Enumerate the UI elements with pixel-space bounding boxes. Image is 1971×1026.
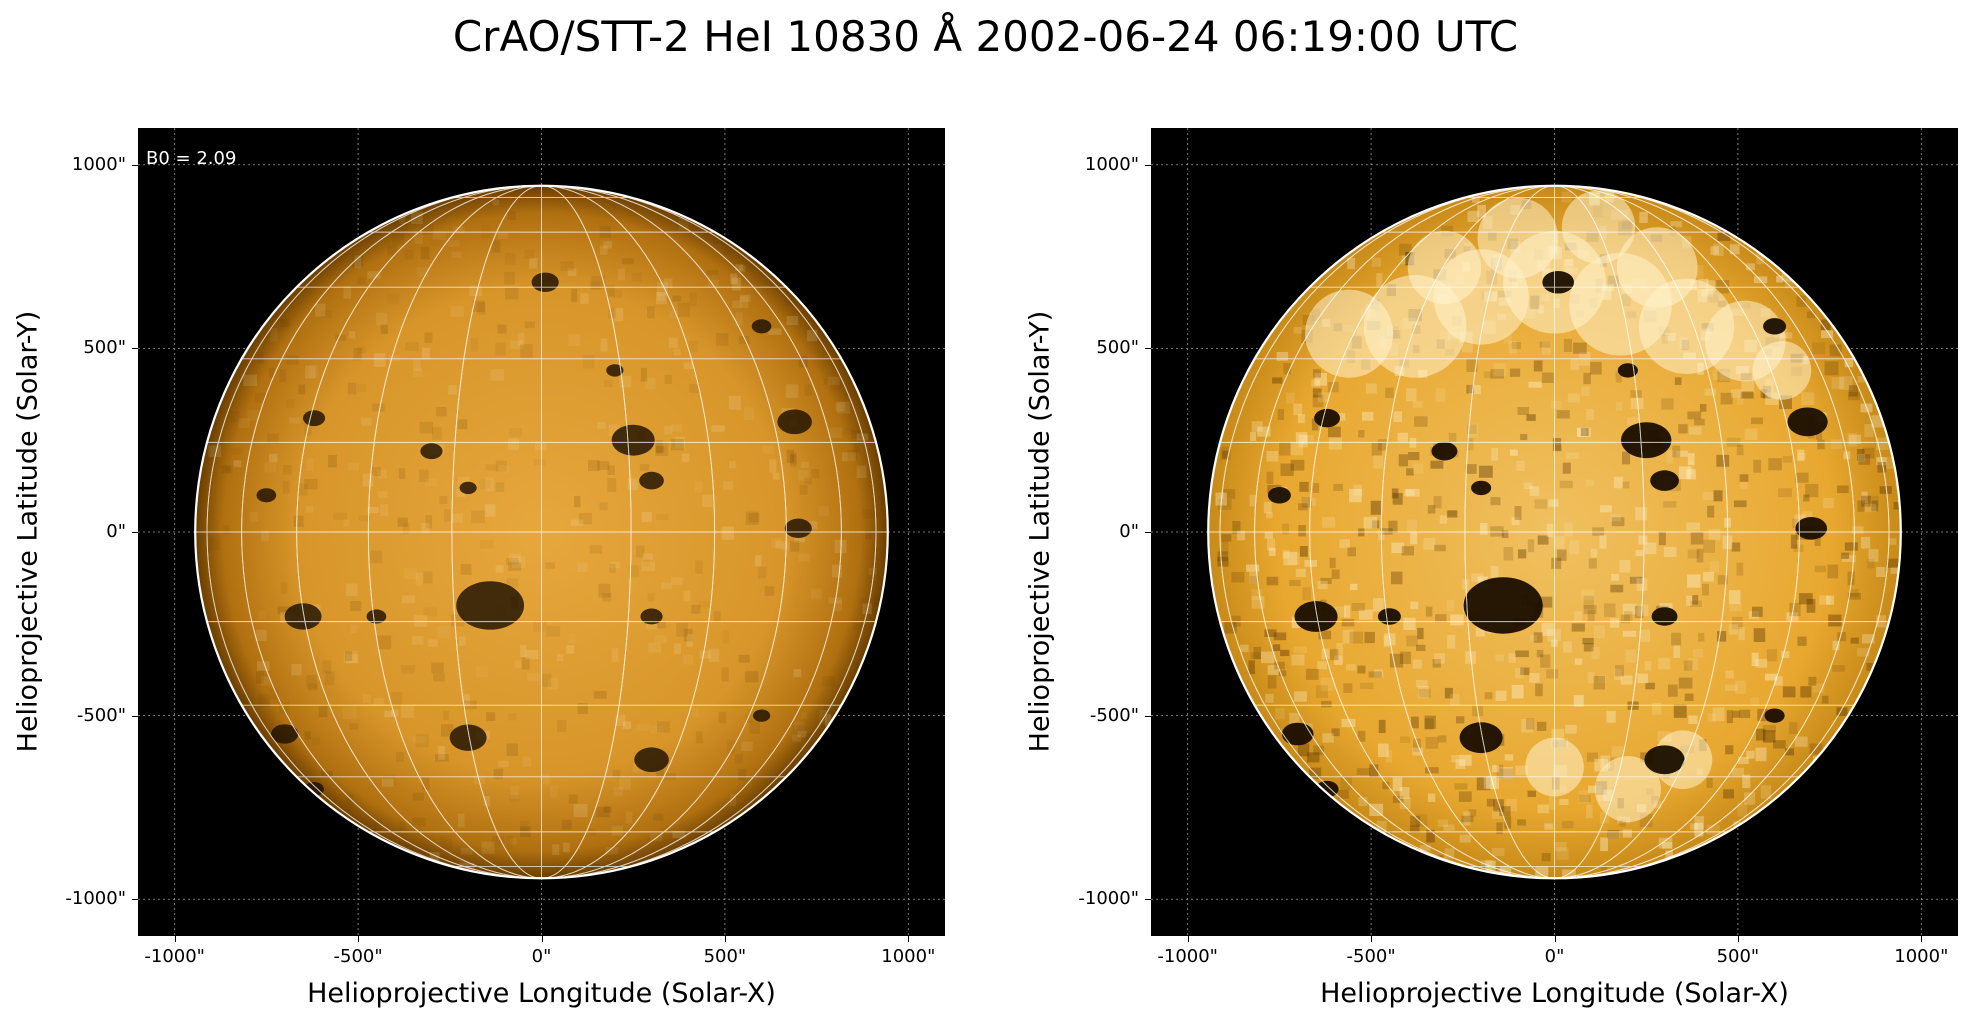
dark-feature	[1314, 408, 1341, 428]
y-tick-label: 500"	[1096, 337, 1139, 359]
dark-feature	[640, 608, 663, 625]
dark-feature	[1471, 480, 1492, 496]
x-tick-mark	[1371, 936, 1373, 942]
dark-feature	[777, 409, 812, 435]
y-tick-mark	[132, 899, 138, 901]
dark-feature	[1315, 780, 1339, 798]
dark-feature	[1542, 270, 1574, 294]
x-tick-mark	[1921, 936, 1923, 942]
x-tick-label: -500"	[333, 946, 383, 967]
y-tick-mark	[132, 348, 138, 350]
b0-annotation: B0 = 2.09	[146, 148, 237, 169]
x-tick-mark	[358, 936, 360, 942]
dark-feature	[271, 724, 299, 744]
figure-title: CrAO/STT-2 HeI 10830 Å 2002-06-24 06:19:…	[452, 12, 1519, 61]
x-tick-label: 1000"	[881, 946, 936, 967]
dark-feature	[1463, 577, 1543, 634]
dark-feature	[284, 603, 322, 630]
y-tick-label: 0"	[106, 521, 126, 542]
dark-feature	[606, 364, 624, 377]
heliographic-grid	[195, 185, 888, 879]
y-tick-label: -500"	[1089, 704, 1139, 726]
dark-feature	[752, 709, 771, 722]
x-tick-label: -1000"	[144, 946, 205, 967]
dark-feature	[531, 272, 559, 292]
dark-feature	[639, 471, 664, 490]
x-tick-label: 500"	[1716, 946, 1760, 967]
y-tick-mark	[132, 715, 138, 717]
dark-feature	[302, 410, 326, 427]
y-tick-label: 1000"	[71, 153, 126, 175]
dark-feature	[1795, 517, 1828, 540]
x-tick-mark	[1554, 936, 1556, 942]
dark-feature	[1459, 722, 1503, 754]
left-solar-image-panel: B0 = 2.09	[138, 128, 945, 936]
right-y-axis-label: Helioprojective Latitude (Solar-Y)	[1024, 310, 1056, 753]
x-tick-mark	[1737, 936, 1739, 942]
dark-feature	[1644, 745, 1685, 775]
y-tick-mark	[132, 164, 138, 166]
x-tick-label: 500"	[703, 946, 747, 967]
y-tick-label: -1000"	[1078, 888, 1139, 910]
dark-feature	[1294, 601, 1338, 632]
x-tick-label: -1000"	[1157, 946, 1218, 967]
dark-feature	[1267, 487, 1291, 504]
y-tick-label: 500"	[83, 337, 126, 359]
dark-feature	[751, 319, 772, 334]
dark-feature	[634, 747, 669, 773]
dark-feature	[1281, 722, 1314, 746]
y-tick-mark	[1145, 715, 1151, 717]
x-tick-label: 0"	[531, 946, 552, 967]
dark-feature	[1763, 318, 1787, 335]
dark-feature	[420, 443, 443, 460]
y-tick-mark	[132, 532, 138, 533]
dark-feature	[449, 724, 487, 751]
y-tick-mark	[1145, 348, 1151, 350]
dark-feature	[1621, 422, 1672, 459]
dark-feature	[611, 424, 655, 456]
right-solar-image	[1151, 128, 1958, 936]
dark-feature	[784, 518, 812, 539]
dark-feature	[366, 609, 387, 624]
right-solar-image-panel	[1151, 128, 1958, 936]
dark-feature	[1617, 363, 1638, 378]
dark-feature	[256, 488, 277, 503]
left-solar-image	[138, 128, 945, 936]
x-tick-label: -500"	[1346, 946, 1396, 967]
y-tick-label: 0"	[1119, 521, 1139, 542]
y-tick-mark	[1145, 899, 1151, 901]
y-tick-label: -1000"	[65, 888, 126, 910]
right-x-axis-label: Helioprojective Longitude (Solar-X)	[1320, 978, 1789, 1009]
x-tick-mark	[908, 936, 910, 942]
x-tick-mark	[174, 936, 176, 942]
x-tick-mark	[1187, 936, 1189, 942]
dark-feature	[459, 481, 477, 495]
left-y-axis-label: Helioprojective Latitude (Solar-Y)	[12, 310, 44, 753]
y-tick-mark	[1145, 532, 1151, 533]
dark-feature	[1787, 407, 1828, 437]
dark-feature	[1431, 441, 1458, 461]
heliographic-grid	[1208, 185, 1901, 879]
y-tick-label: 1000"	[1084, 153, 1139, 175]
x-tick-mark	[541, 936, 543, 942]
dark-feature	[1650, 470, 1679, 491]
y-tick-label: -500"	[76, 704, 126, 726]
left-x-axis-label: Helioprojective Longitude (Solar-X)	[307, 978, 776, 1009]
solar-limb	[1207, 184, 1902, 880]
dark-feature	[1651, 607, 1678, 626]
solar-limb	[194, 184, 889, 880]
dark-feature	[1764, 708, 1785, 723]
dark-feature	[1377, 608, 1401, 625]
x-tick-label: 0"	[1544, 946, 1565, 967]
x-tick-mark	[724, 936, 726, 942]
y-tick-mark	[1145, 164, 1151, 166]
x-tick-label: 1000"	[1894, 946, 1949, 967]
dark-feature	[456, 581, 525, 630]
